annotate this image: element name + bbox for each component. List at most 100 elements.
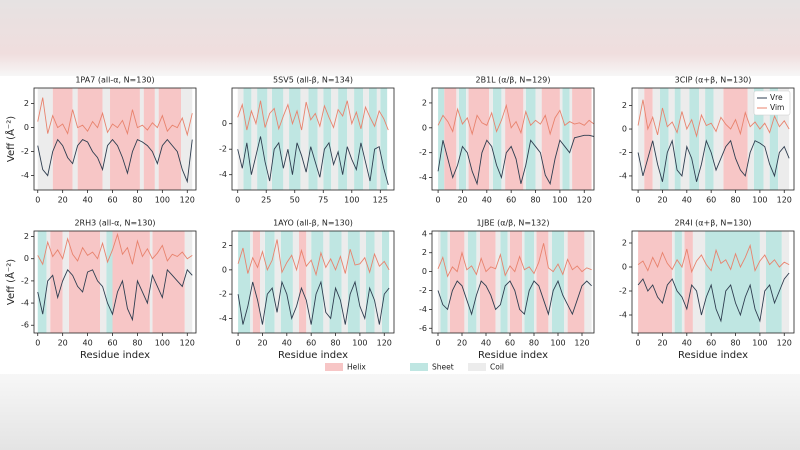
region-span — [501, 88, 506, 190]
region-span — [564, 231, 568, 333]
y-tick-label: 0 — [622, 263, 627, 272]
region-span — [62, 231, 69, 333]
subplot: 0 20 40 60 80 100 120 -6 -4 -2 0 2 2RH3 (all-α, N=13… — [4, 219, 197, 361]
region-span — [359, 231, 366, 333]
x-axis-label: Residue index — [478, 350, 548, 361]
region-span — [363, 88, 369, 190]
region-span — [536, 231, 549, 333]
subplot-title: 2B1L (α/β, N=129) — [475, 76, 550, 85]
axes-frame — [431, 87, 595, 191]
region-span — [331, 88, 339, 190]
region-span — [298, 231, 307, 333]
series-line — [637, 99, 790, 138]
x-tick-label: 0 — [236, 339, 241, 348]
region-span — [495, 231, 501, 333]
region-span — [308, 88, 318, 190]
region-span — [522, 231, 525, 333]
region-span — [458, 88, 467, 190]
x-tick-label: 20 — [58, 196, 68, 205]
x-axis-label: Residue index — [278, 350, 348, 361]
x-tick-label: 20 — [457, 339, 467, 348]
y-tick-label: -4 — [219, 170, 227, 179]
legend-swatch — [325, 363, 343, 371]
y-tick-label: -4 — [21, 171, 29, 180]
region-span — [778, 88, 790, 190]
region-span — [723, 88, 748, 190]
axes-frame — [631, 87, 795, 191]
region-span — [250, 231, 253, 333]
region-span — [300, 88, 309, 190]
region-span — [267, 88, 272, 190]
legend-label: Vim — [770, 103, 784, 112]
series-line — [237, 280, 390, 325]
region-span — [251, 88, 258, 190]
axes-frame — [431, 230, 595, 334]
region-span — [329, 231, 342, 333]
region-span — [759, 231, 766, 333]
subplot-title: 3CIP (α+β, N=130) — [675, 76, 752, 85]
series-line — [437, 103, 594, 136]
region-span — [374, 231, 382, 333]
x-tick-label: 20 — [657, 339, 667, 348]
y-axis-label: Veff (Å⁻²) — [4, 259, 17, 305]
subplot-title: 2RH3 (all-α, N=130) — [74, 219, 155, 228]
region-span — [705, 88, 714, 190]
region-span — [311, 231, 324, 333]
y-tick-label: -2 — [419, 148, 427, 157]
axes-frame — [33, 230, 197, 334]
y-tick-label: -2 — [21, 147, 29, 156]
y-tick-label: 0 — [622, 125, 627, 134]
region-span — [37, 231, 47, 333]
y-tick-label: 0 — [422, 123, 427, 132]
x-tick-label: 120 — [180, 339, 195, 348]
x-tick-label: 40 — [682, 196, 692, 205]
x-tick-label: 60 — [107, 339, 117, 348]
series-line — [237, 100, 389, 131]
region-span — [535, 88, 542, 190]
series-line — [637, 243, 790, 274]
subplot: 0 20 40 60 80 100 120 -4 -2 0 2 3CIP (α+β, N=130) Vr… — [619, 76, 795, 205]
x-tick-label: 100 — [344, 196, 359, 205]
subplot-title: 1JBE (α/β, N=132) — [477, 219, 550, 228]
y-tick-label: 2 — [622, 101, 627, 110]
legend-label: Vre — [770, 93, 783, 102]
plot-area — [637, 88, 790, 190]
region-span — [781, 231, 790, 333]
axes-frame — [231, 230, 395, 334]
region-span — [438, 88, 445, 190]
subplot-title: 1AYO (all-β, N=130) — [273, 219, 353, 228]
region-span — [100, 231, 107, 333]
x-tick-label: 100 — [752, 196, 767, 205]
series-line — [637, 272, 790, 323]
region-span — [77, 88, 103, 190]
series-line — [37, 232, 193, 266]
region-span — [668, 88, 675, 190]
x-tick-label: 20 — [58, 339, 68, 348]
axes-frame — [231, 87, 395, 191]
y-tick-label: -6 — [419, 324, 427, 333]
subplot-title: 5SV5 (all-β, N=134) — [273, 76, 353, 85]
x-tick-label: 80 — [330, 339, 340, 348]
x-tick-label: 60 — [706, 196, 716, 205]
x-tick-label: 60 — [706, 339, 716, 348]
region-span — [638, 231, 673, 333]
y-tick-label: -4 — [619, 311, 627, 320]
legend-swatch — [468, 363, 486, 371]
region-span — [292, 231, 299, 333]
x-tick-label: 100 — [155, 196, 170, 205]
region-span — [500, 231, 508, 333]
x-tick-label: 120 — [777, 196, 792, 205]
x-tick-label: 60 — [506, 196, 516, 205]
plot-area — [37, 88, 193, 190]
series-line — [37, 97, 193, 137]
region-span — [237, 88, 244, 190]
region-span — [110, 88, 140, 190]
region-span — [252, 231, 261, 333]
region-span — [381, 231, 390, 333]
region-span — [317, 88, 324, 190]
legend-label: Sheet — [432, 363, 454, 372]
region-span — [660, 88, 669, 190]
region-span — [376, 88, 381, 190]
region-span — [260, 231, 265, 333]
